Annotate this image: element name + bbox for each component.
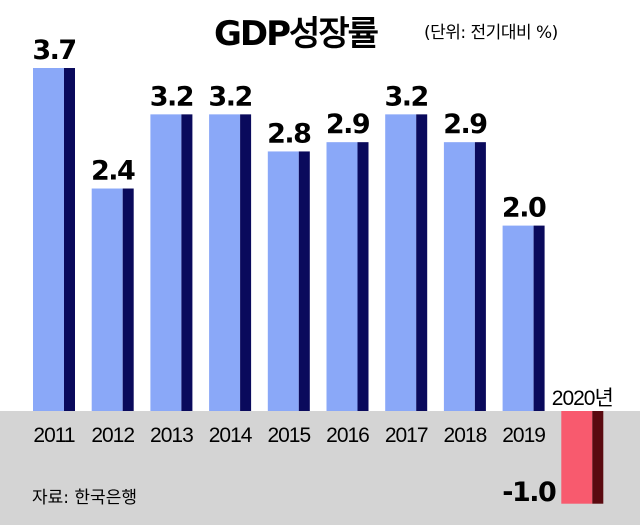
bar-face (209, 114, 241, 412)
bar-2015 (267, 151, 310, 411)
unit-note: (단위: 전기대비 %) (424, 23, 558, 43)
value-label: 2.0 (502, 193, 546, 224)
bar-2018 (443, 142, 486, 412)
bar-face (150, 114, 182, 412)
bar-side (240, 114, 252, 412)
bar-side (474, 142, 486, 412)
value-label: 2.4 (91, 156, 135, 187)
x-tick-label: 2013 (150, 424, 193, 447)
bar-2017 (385, 114, 428, 412)
bar-2014 (209, 114, 252, 412)
bar-side (181, 114, 193, 412)
bar-side (533, 225, 545, 411)
value-label: 3.2 (150, 81, 193, 112)
x-tick-label: 2011 (33, 424, 74, 447)
bar-face (326, 142, 358, 412)
value-label: 3.2 (385, 81, 428, 112)
x-tick-label: 2018 (444, 424, 487, 447)
bar-face (33, 68, 64, 411)
bar-side (298, 151, 310, 411)
x-tick-label: 2014 (209, 424, 253, 447)
bar-2016 (326, 142, 369, 412)
bar-side (592, 411, 604, 504)
bar-2019 (502, 225, 545, 411)
bar-face (91, 188, 123, 411)
value-label: 3.7 (32, 35, 75, 66)
value-label: 3.2 (208, 81, 251, 112)
value-label: -1.0 (502, 477, 556, 508)
bar-face (267, 151, 299, 411)
bar-face (385, 114, 417, 412)
x-tick-labels: 2011 2012 2013 2014 2015 2016 2017 2018 2019 2020… (33, 387, 613, 447)
bar-side (64, 68, 75, 411)
bar-group (33, 68, 604, 504)
bar-2020년 (561, 411, 604, 504)
chart-title: GDP성장률 (214, 14, 379, 54)
source-note: 자료: 한국은행 (32, 488, 137, 508)
bar-side (357, 142, 369, 412)
bar-face (561, 411, 593, 504)
bar-2011 (33, 68, 75, 411)
bar-face (443, 142, 475, 412)
x-tick-label: 2016 (326, 424, 369, 447)
bottom-band (0, 411, 640, 525)
bar-face (502, 225, 534, 411)
bar-2013 (150, 114, 193, 412)
value-label: 2.8 (267, 118, 311, 149)
x-tick-label: 2012 (91, 424, 134, 447)
x-tick-label: 2020년 (552, 387, 613, 410)
x-tick-label: 2015 (267, 424, 310, 447)
bar-side (122, 188, 134, 411)
value-label: 2.9 (326, 109, 370, 140)
x-tick-label: 2019 (502, 424, 545, 447)
x-tick-label: 2017 (385, 424, 428, 447)
bar-side (416, 114, 428, 412)
bar-2012 (91, 188, 134, 411)
value-labels: 3.7 2.4 3.2 3.2 2.8 2.9 3.2 2.9 2.0 -1.0 (32, 35, 557, 508)
value-label: 2.9 (443, 109, 487, 140)
